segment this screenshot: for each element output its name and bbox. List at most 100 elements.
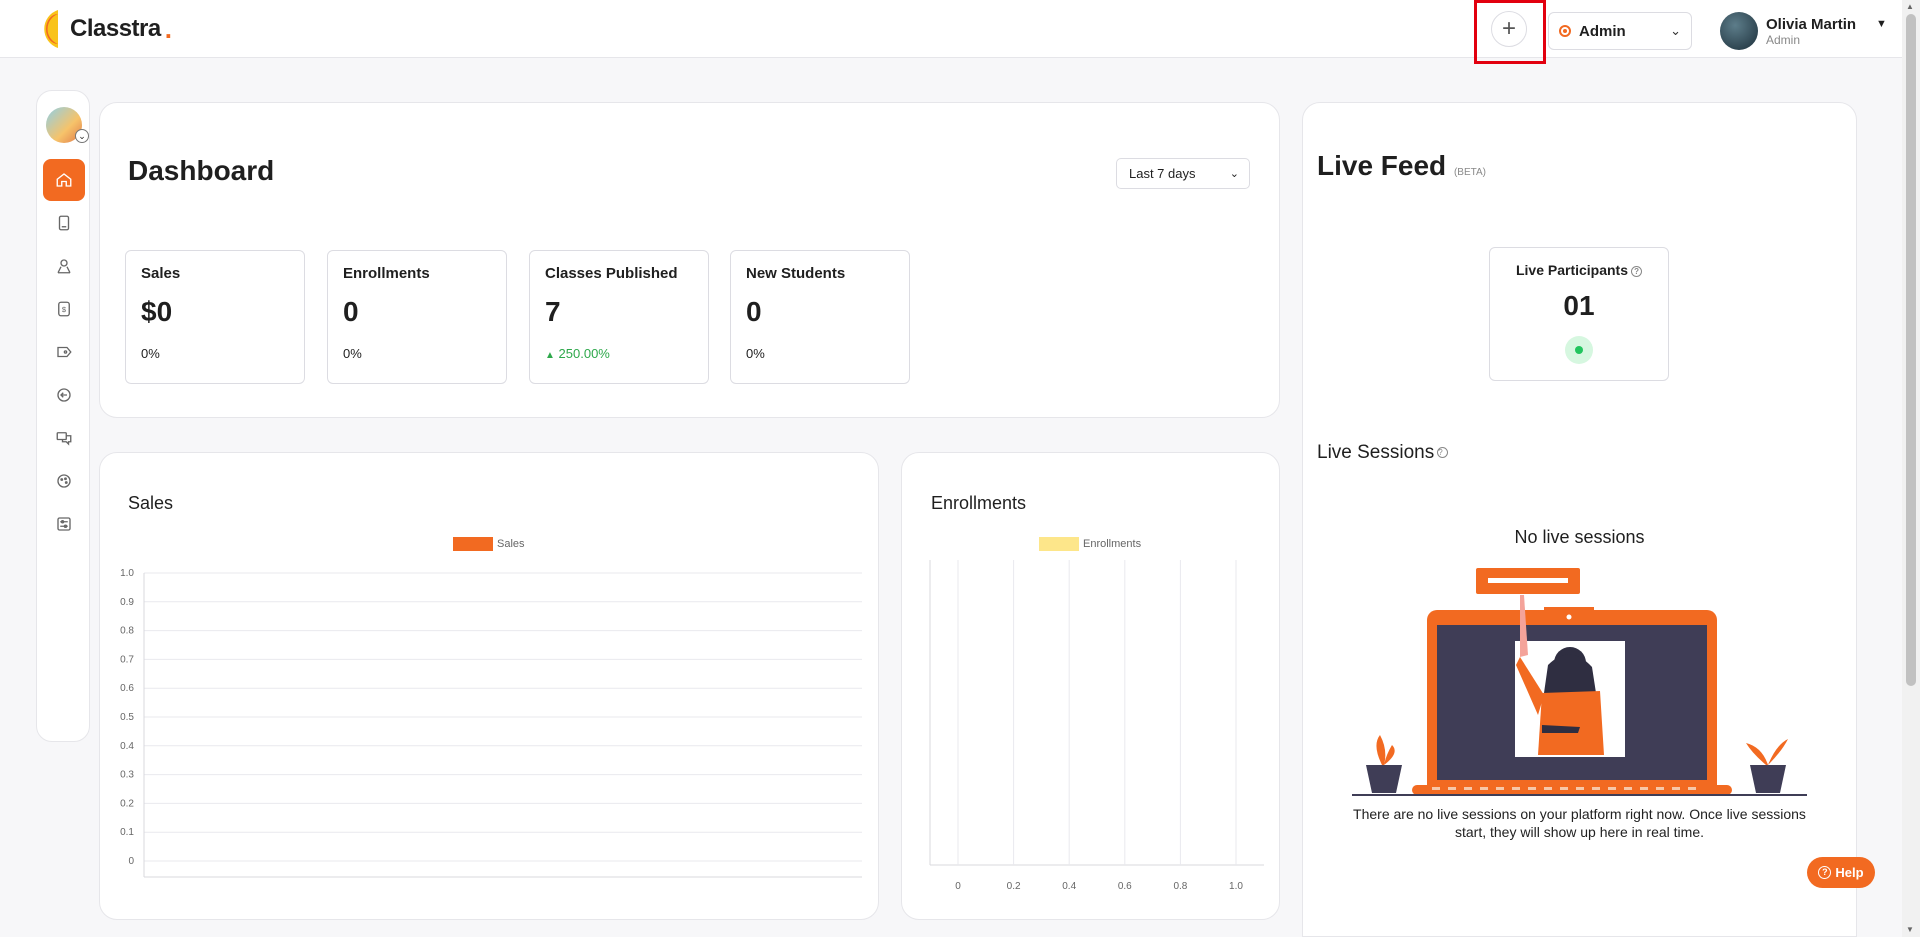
live-feed-title-text: Live Feed xyxy=(1317,150,1447,181)
scroll-thumb[interactable] xyxy=(1906,14,1916,686)
plus-icon: + xyxy=(1501,15,1516,42)
y-tick-label: 0.1 xyxy=(120,827,134,838)
role-label: Admin xyxy=(1579,22,1626,40)
info-icon[interactable]: ? xyxy=(1631,265,1643,277)
stat-value: $0 xyxy=(141,296,173,327)
sidebar-item-appearance[interactable] xyxy=(43,460,85,502)
stat-change: 0% xyxy=(746,346,765,361)
y-tick-label: 0.3 xyxy=(120,770,134,781)
home-icon xyxy=(56,173,72,187)
stat-label: New Students xyxy=(746,265,846,282)
y-tick-label: 1.0 xyxy=(120,568,134,579)
user-name: Olivia Martin xyxy=(1766,15,1857,33)
stat-change: 0% xyxy=(141,346,160,361)
y-tick-label: 0.2 xyxy=(120,798,134,809)
app-logo[interactable]: Classtra. xyxy=(36,8,172,50)
dollar-icon: $ xyxy=(58,301,70,317)
y-tick-label: 0.8 xyxy=(120,626,134,637)
legend-swatch xyxy=(453,537,493,551)
avatar xyxy=(1720,12,1758,50)
chevron-down-icon[interactable]: ⌄ xyxy=(75,129,89,143)
sales-chart: 1.0 0.9 0.8 0.7 0.6 0.5 0.4 0.3 0.2 0.1 0 xyxy=(120,568,862,878)
empty-state-heading: No live sessions xyxy=(1514,527,1645,547)
users-icon xyxy=(57,259,71,274)
caret-down-icon: ▼ xyxy=(1876,18,1887,30)
live-participants-label: Live Participants? xyxy=(1490,262,1668,278)
highlight-box xyxy=(1474,0,1546,64)
stat-value: 0 xyxy=(746,296,762,327)
empty-state-illustration xyxy=(1352,568,1807,796)
scrollbar[interactable]: ▲ ▼ xyxy=(1902,0,1920,937)
stat-change: ▲ 250.00% xyxy=(545,346,693,361)
settings-sliders-icon xyxy=(57,517,71,531)
live-indicator-icon xyxy=(1565,336,1593,364)
arrow-left-circle-icon xyxy=(57,388,71,402)
enrollments-chart: 0 0.2 0.4 0.6 0.8 1.0 xyxy=(929,560,1264,892)
legend-label: Sales xyxy=(497,538,525,550)
legend-label: Enrollments xyxy=(1083,538,1142,550)
x-tick-label: 1.0 xyxy=(1229,881,1243,892)
y-tick-label: 0.6 xyxy=(120,683,134,694)
live-feed-card xyxy=(1302,102,1857,937)
legend-swatch xyxy=(1039,537,1079,551)
live-sessions-title-text: Live Sessions xyxy=(1317,442,1435,463)
stat-value: 7 xyxy=(545,296,561,327)
user-menu[interactable]: Olivia Martin Admin ▼ xyxy=(1720,12,1887,50)
chevron-down-icon: ⌄ xyxy=(1670,23,1681,38)
top-bar: Classtra. + Admin ⌄ Olivia Martin Admin … xyxy=(0,0,1902,64)
x-tick-label: 0.6 xyxy=(1118,881,1132,892)
role-indicator-icon xyxy=(1559,25,1571,37)
sidebar-item-messages[interactable] xyxy=(43,417,85,459)
x-tick-label: 0.8 xyxy=(1173,881,1187,892)
scroll-up-icon[interactable]: ▲ xyxy=(1906,2,1914,11)
help-button[interactable]: ? Help xyxy=(1807,857,1875,888)
beta-badge: (BETA) xyxy=(1453,167,1486,178)
add-button[interactable]: + xyxy=(1491,11,1527,47)
live-participants-card: Live Participants? 01 xyxy=(1489,247,1669,381)
date-range-select[interactable]: Last 7 days ⌄ xyxy=(1116,158,1250,189)
y-tick-label: 0.5 xyxy=(120,712,134,723)
sidebar-item-users[interactable] xyxy=(43,245,85,287)
live-participants-value: 01 xyxy=(1563,290,1595,321)
book-icon xyxy=(58,215,70,231)
live-participants-label-text: Live Participants xyxy=(1515,262,1629,278)
y-tick-label: 0.7 xyxy=(120,654,134,665)
logo-mark-icon xyxy=(44,10,58,48)
stat-change-value: 250.00% xyxy=(558,346,610,361)
sales-chart-card: Sales xyxy=(99,452,879,920)
app-name: Classtra xyxy=(70,15,161,42)
stat-card-classes-published: Classes Published 7 ▲ 250.00% xyxy=(529,250,709,384)
date-range-label: Last 7 days xyxy=(1129,166,1196,181)
role-select[interactable]: Admin ⌄ xyxy=(1548,12,1692,50)
logo-dot: . xyxy=(164,13,172,44)
palette-icon xyxy=(57,474,71,488)
svg-text:$: $ xyxy=(62,305,67,314)
chevron-down-icon: ⌄ xyxy=(1229,168,1239,180)
chart-legend[interactable]: Sales xyxy=(453,537,525,551)
stat-change: 0% xyxy=(343,346,362,361)
sidebar-item-home[interactable] xyxy=(43,159,85,201)
sidebar-item-payments[interactable]: $ xyxy=(43,288,85,330)
chart-legend[interactable]: Enrollments xyxy=(1039,537,1141,551)
trend-up-icon: ▲ xyxy=(545,350,555,361)
chart-title: Enrollments xyxy=(931,493,1027,513)
sidebar-item-classes[interactable] xyxy=(43,202,85,244)
stat-value: 0 xyxy=(343,296,359,327)
y-tick-label: 0.4 xyxy=(120,741,134,752)
sidebar-item-settings[interactable] xyxy=(43,503,85,545)
chat-icon xyxy=(56,432,72,446)
y-tick-label: 0 xyxy=(128,856,134,867)
sidebar-item-coupons[interactable] xyxy=(43,331,85,373)
x-tick-label: 0.4 xyxy=(1062,881,1076,892)
user-role: Admin xyxy=(1766,32,1801,47)
enrollments-chart-card: Enrollments xyxy=(901,452,1280,920)
chart-title: Sales xyxy=(128,493,174,513)
y-tick-label: 0.9 xyxy=(120,597,134,608)
help-label: Help xyxy=(1835,865,1864,880)
live-sessions-title: Live Sessions? xyxy=(1317,442,1449,464)
sidebar-item-logout[interactable] xyxy=(43,374,85,416)
stat-card-new-students: New Students 0 0% xyxy=(730,250,910,384)
stat-label: Sales xyxy=(141,265,181,282)
scroll-down-icon[interactable]: ▼ xyxy=(1906,925,1914,934)
info-icon[interactable]: ? xyxy=(1437,447,1449,459)
